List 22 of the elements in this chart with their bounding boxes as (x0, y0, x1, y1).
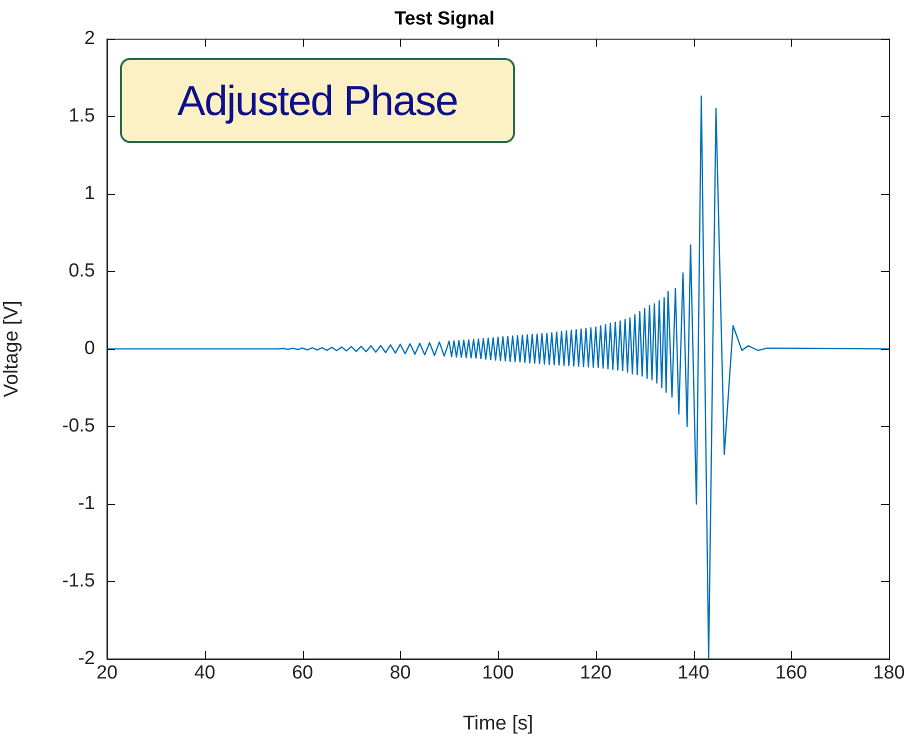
x-tick-label: 40 (194, 662, 216, 684)
annotation: Adjusted Phase (120, 58, 515, 143)
y-tick-label: -1.5 (62, 570, 95, 592)
y-tick-label: 1.5 (68, 106, 95, 127)
y-tick-label: -0.5 (62, 416, 95, 437)
x-tick-label: 120 (580, 662, 612, 684)
x-axis-title: Time [s] (462, 712, 534, 735)
x-tick-label: 140 (678, 662, 710, 684)
x-tick-label: 20 (96, 662, 118, 684)
y-tick-label: 0 (84, 338, 95, 360)
y-tick-label: 2 (84, 28, 95, 50)
y-tick-label: -2 (78, 648, 95, 670)
y-tick-label: 1 (84, 183, 95, 204)
x-tick-label: 100 (482, 662, 514, 684)
chart-title: Test Signal (394, 8, 494, 30)
y-tick-label: 0.5 (68, 260, 95, 282)
x-tick-label: 160 (775, 662, 808, 684)
x-tick-label: 80 (390, 662, 411, 684)
x-tick-label: 60 (292, 662, 314, 684)
x-tick-label: 180 (873, 662, 905, 684)
y-tick-label: -1 (78, 493, 95, 514)
y-axis-title: Voltage [V] (0, 300, 23, 398)
